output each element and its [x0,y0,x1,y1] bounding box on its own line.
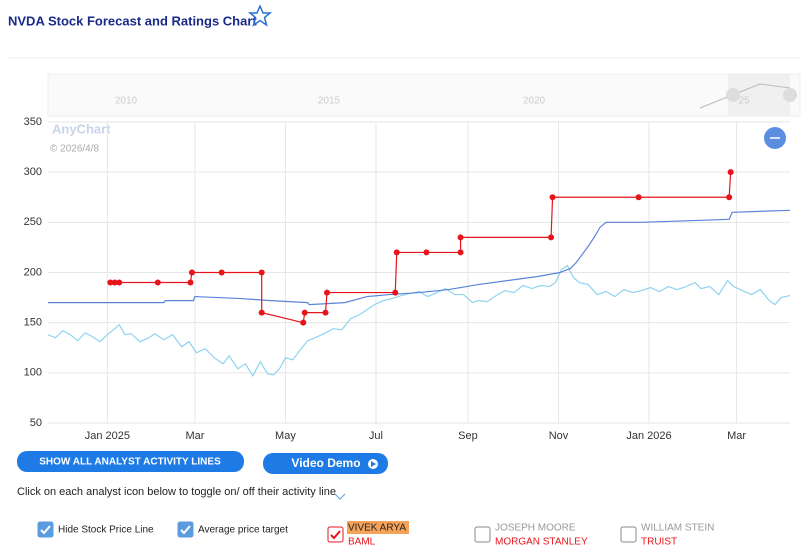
x-tick-label: Jul [369,430,383,442]
show-all-button[interactable] [17,451,244,472]
x-tick-label: Jan 2026 [626,430,671,442]
checkbox[interactable] [327,526,344,543]
title: NVDA Stock Forecast and Ratings Chart [8,13,257,28]
y-tick-label: 150 [24,317,42,329]
target-marker [301,309,308,316]
target-marker [549,194,556,201]
target-marker [322,309,329,316]
checkbox[interactable] [620,526,637,543]
y-tick-label: 350 [24,116,42,128]
target-marker [635,194,642,201]
navigator-label: 25 [738,96,750,107]
x-tick-label: Mar [727,430,746,442]
navigator-handle[interactable] [783,88,797,102]
checkbox-label: Hide Stock Price Line [58,525,154,536]
navigator-line [699,83,791,109]
navigator-label: 2010 [115,96,138,107]
analyst-name: WILLIAM STEIN [641,523,714,534]
target-marker [392,289,399,296]
y-tick-label: 250 [24,216,42,228]
analyst-highlight [347,521,409,534]
watermark-brand: AnyChart [52,121,111,136]
checkmark [40,525,51,535]
analyst-firm: BAML [348,537,376,548]
x-tick-label: Mar [185,430,204,442]
target-marker [727,169,734,176]
target-marker [300,319,307,326]
y-tick-label: 100 [24,367,42,379]
checkmark [180,525,191,535]
navigator [47,73,801,117]
watermark-date: © 2026/4/8 [50,144,100,155]
target-marker [393,249,400,256]
x-tick-label: May [275,430,296,442]
x-tick-label: Sep [458,430,478,442]
y-tick-label: 50 [30,417,42,429]
hint: Click on each analyst icon below to togg… [17,486,336,498]
target-marker [107,279,114,286]
y-tick-label: 300 [24,166,42,178]
checkbox[interactable] [37,521,54,538]
target-marker [111,279,118,286]
target-marker [154,279,161,286]
target-marker [457,249,464,256]
target-marker [258,309,265,316]
checkmark [330,530,341,540]
checkbox[interactable] [474,526,491,543]
checkbox[interactable] [177,521,194,538]
target-marker [548,234,555,241]
target-marker [457,234,464,241]
analyst-firm: MORGAN STANLEY [495,537,588,548]
target-marker [423,249,430,256]
target-marker [258,269,265,276]
x-tick-label: Nov [549,430,569,442]
target-marker [726,194,733,201]
show-all-label: SHOW ALL ANALYST ACTIVITY LINES [39,457,221,468]
target-marker [218,269,225,276]
video-demo-label: Video Demo [291,456,360,470]
target-marker [323,289,330,296]
target-marker [188,269,195,276]
favorite-star[interactable] [247,4,273,27]
analyst-firm: TRUIST [641,537,677,548]
video-demo-button[interactable] [263,453,388,474]
x-tick-label: Jan 2025 [85,430,130,442]
navigator-label: 2020 [523,96,546,107]
navigator-label: 2015 [318,96,341,107]
target-marker [187,279,194,286]
series-line [47,264,791,378]
analyst-name: JOSEPH MOORE [495,523,576,534]
play-icon [371,461,376,467]
series-line [48,209,791,306]
y-tick-label: 200 [24,266,42,278]
checkbox-label: Average price target [198,525,288,536]
analyst-name: VIVEK ARYA [348,523,406,534]
chevron [334,493,346,500]
navigator-handle[interactable] [726,88,740,102]
target-marker [116,279,123,286]
